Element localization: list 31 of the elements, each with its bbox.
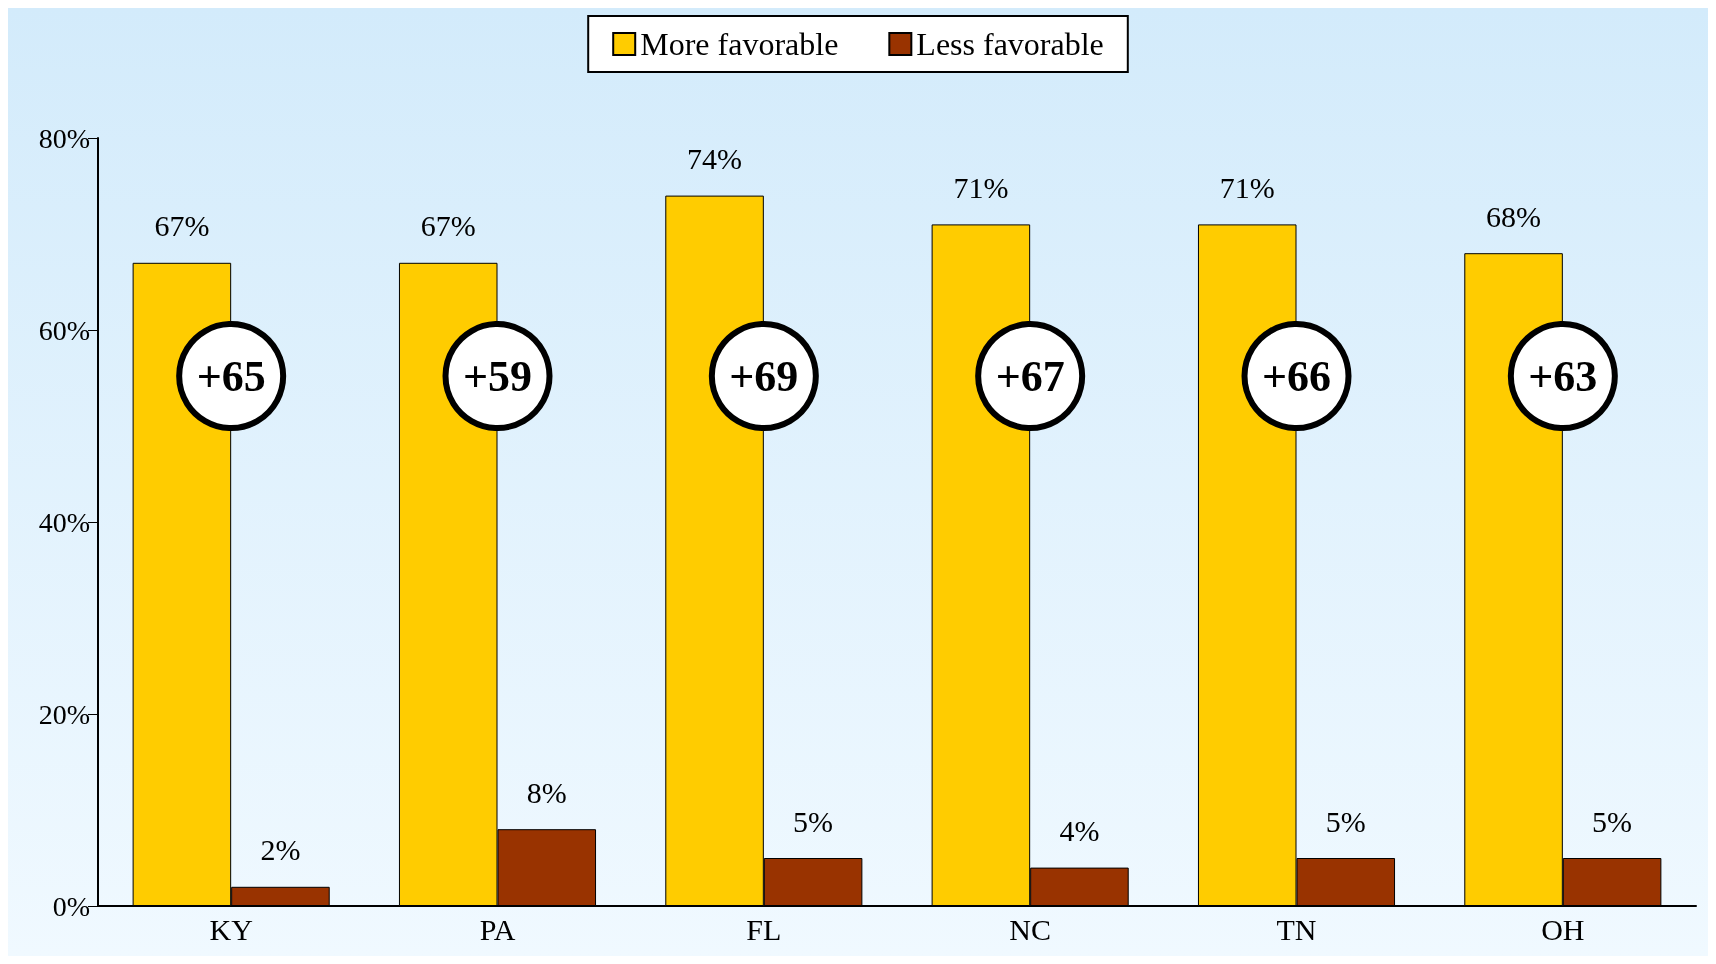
legend-label: Less favorable: [916, 26, 1104, 62]
data-label: 74%: [687, 142, 743, 176]
y-tick-label: 20%: [38, 698, 90, 730]
data-label: 5%: [1592, 804, 1633, 838]
annotation: +66: [1261, 351, 1332, 401]
data-label: 8%: [526, 775, 567, 809]
x-tick-label: FL: [746, 912, 782, 946]
annotation: +65: [196, 351, 266, 401]
annotation: +67: [995, 351, 1065, 401]
y-tick-label: 80%: [38, 122, 90, 154]
data-label: 5%: [793, 804, 834, 838]
data-label: 4%: [1059, 814, 1100, 848]
annotation: +69: [729, 351, 799, 401]
annotation: +59: [462, 351, 533, 401]
y-tick-label: 60%: [38, 314, 90, 346]
legend-label: More favorable: [640, 26, 839, 62]
data-label: 67%: [420, 209, 476, 243]
x-tick-label: OH: [1541, 912, 1585, 946]
data-label: 2%: [260, 833, 301, 867]
x-tick-label: KY: [209, 912, 253, 946]
data-label: 68%: [1486, 199, 1542, 233]
data-label: 67%: [154, 209, 210, 243]
x-tick-label: TN: [1276, 912, 1317, 946]
y-tick-label: 40%: [38, 506, 90, 538]
y-tick-label: 0%: [52, 890, 90, 922]
annotation: +63: [1528, 351, 1598, 401]
x-tick-label: PA: [479, 912, 516, 946]
data-label: 71%: [1219, 170, 1275, 204]
data-label: 71%: [953, 170, 1009, 204]
data-label: 5%: [1325, 804, 1366, 838]
x-tick-label: NC: [1009, 912, 1052, 946]
